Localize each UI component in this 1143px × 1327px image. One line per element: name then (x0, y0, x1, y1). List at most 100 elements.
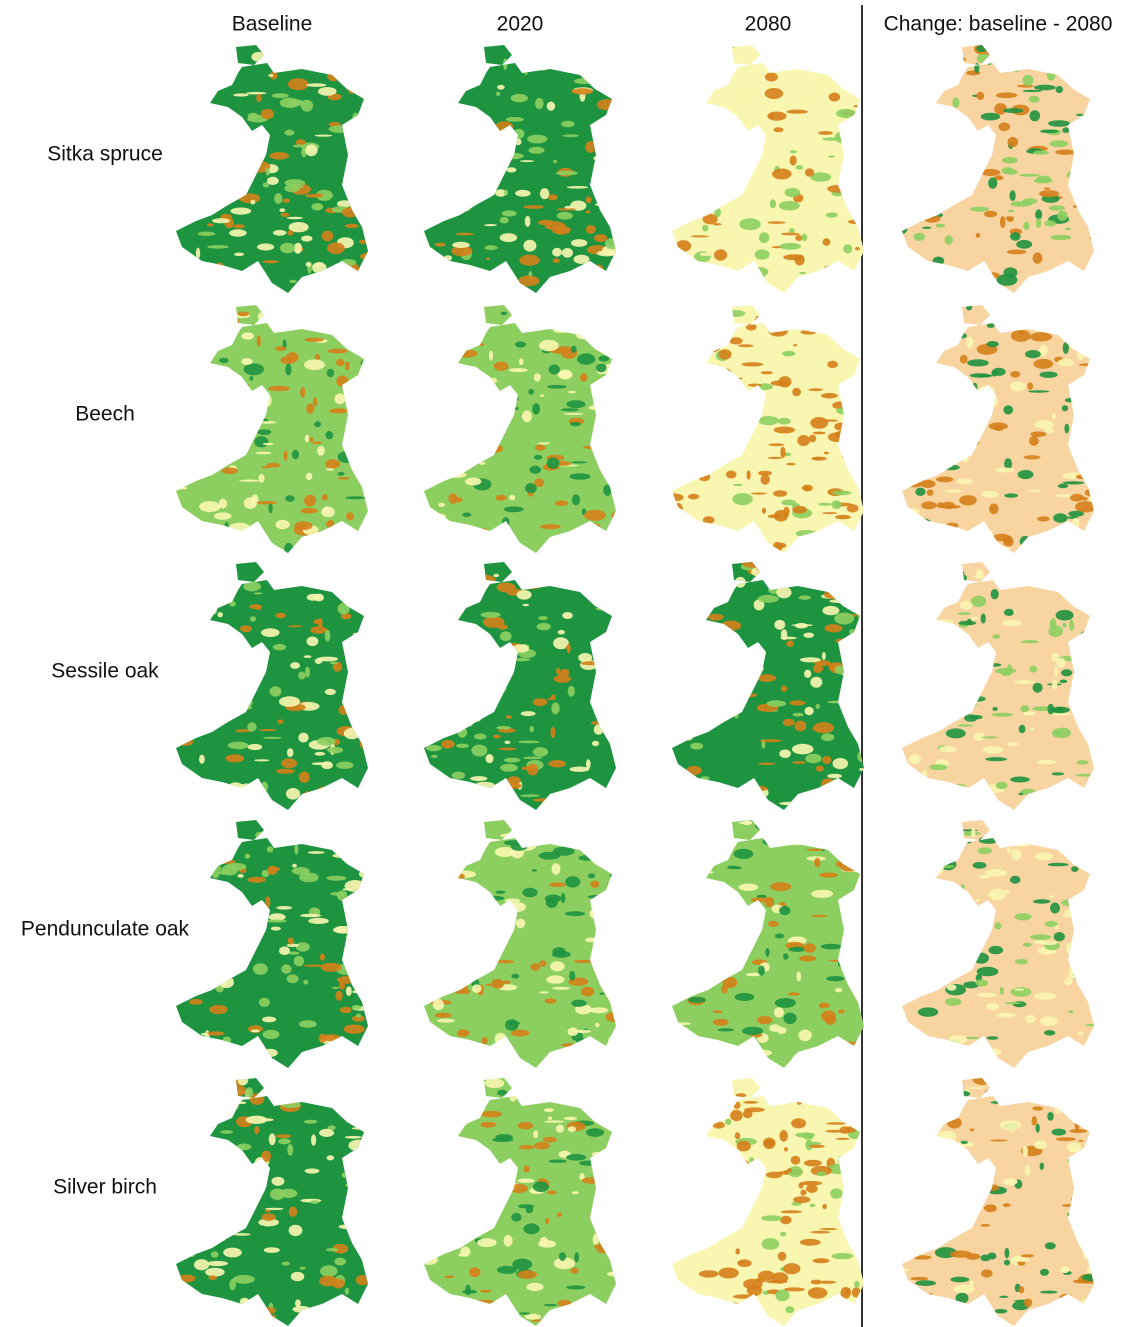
map-patch (924, 215, 941, 223)
map-patch (916, 674, 922, 678)
map-patch (303, 791, 313, 799)
map-patch (176, 458, 186, 461)
map-patch (751, 492, 767, 494)
map-patch (931, 865, 943, 876)
map-patch (1052, 772, 1065, 775)
map-patch (907, 689, 926, 697)
map-patch (1085, 489, 1101, 497)
map-patch (464, 677, 484, 681)
map-patch (192, 375, 203, 383)
map-patch (1033, 683, 1043, 693)
map-patch (474, 734, 487, 740)
map-patch (533, 798, 553, 801)
map-patch (1038, 1047, 1043, 1055)
map-patch (505, 401, 515, 405)
map-patch (603, 410, 613, 415)
map-patch (1036, 218, 1041, 228)
map-patch (448, 1065, 461, 1072)
map-patch (1008, 210, 1015, 212)
map-patch (584, 510, 606, 521)
map-patch (700, 1062, 715, 1065)
map-patch (234, 955, 243, 960)
map-patch (534, 478, 544, 487)
map-patch (1067, 330, 1082, 334)
map-patch (175, 1314, 188, 1316)
map-patch (330, 662, 338, 665)
map-patch (914, 518, 931, 528)
map-patch (831, 1311, 843, 1321)
map-patch (907, 868, 923, 874)
map-patch (182, 420, 193, 430)
map-patch (966, 303, 972, 310)
map-patch (544, 1304, 557, 1306)
map-patch (298, 733, 308, 743)
map-patch (507, 776, 520, 785)
map-patch (456, 538, 462, 541)
map-patch (1006, 169, 1018, 174)
map-patch (599, 575, 611, 582)
map-patch (669, 444, 679, 451)
map-patch (902, 384, 921, 388)
map-patch (805, 258, 810, 261)
map-patch (766, 1280, 788, 1283)
map-patch (582, 1177, 602, 1183)
map-patch (359, 62, 366, 64)
map-patch (996, 782, 1008, 790)
map-patch (1081, 1299, 1086, 1304)
map-patch (557, 1212, 562, 1217)
map-patch (1091, 1236, 1101, 1246)
map-patch (547, 1191, 557, 1195)
map-patch (238, 312, 250, 317)
map-patch (761, 1215, 782, 1221)
map-patch (202, 922, 217, 934)
map-patch (919, 967, 926, 972)
map-patch (462, 1085, 475, 1096)
map-patch (301, 100, 313, 112)
map-patch (185, 649, 197, 651)
map-patch (555, 501, 568, 507)
map-patch (340, 1316, 360, 1318)
map-patch (669, 364, 686, 368)
map-patch (215, 933, 235, 943)
map-patch (761, 371, 773, 374)
map-patch (176, 790, 195, 801)
map-patch (481, 412, 491, 422)
map-patch (327, 349, 347, 354)
map-patch (211, 1251, 219, 1257)
map-patch (469, 1267, 481, 1277)
map-patch (528, 389, 534, 395)
map-patch (465, 478, 481, 486)
map-patch (327, 70, 340, 81)
map-patch (199, 1199, 204, 1210)
map-patch (863, 221, 872, 228)
map-patch (551, 702, 559, 714)
map-patch (229, 229, 247, 236)
map-patch (902, 950, 924, 961)
map-patch (989, 663, 1001, 666)
map-patch (234, 1101, 247, 1104)
map-patch (940, 859, 945, 870)
map-patch (234, 1086, 247, 1096)
map-patch (751, 787, 762, 793)
map-patch (979, 836, 999, 844)
map-patch (795, 721, 807, 732)
map-patch (179, 1123, 188, 1133)
map-patch (311, 203, 323, 210)
map-patch (602, 1065, 612, 1073)
map-patch (353, 588, 365, 596)
map-patch (317, 446, 325, 456)
map-patch (186, 270, 199, 280)
map-patch (665, 897, 677, 906)
map-patch (851, 864, 862, 870)
map-patch (1023, 90, 1043, 92)
map-patch (191, 1304, 195, 1308)
map-patch (547, 581, 551, 586)
map-patch (985, 1090, 993, 1094)
map-patch (674, 193, 695, 204)
map-patch (448, 318, 460, 322)
map-patch (583, 446, 603, 449)
map-patch (810, 1231, 830, 1234)
map-patch (291, 1272, 305, 1281)
map-patch (456, 805, 466, 811)
map-patch (166, 315, 183, 326)
